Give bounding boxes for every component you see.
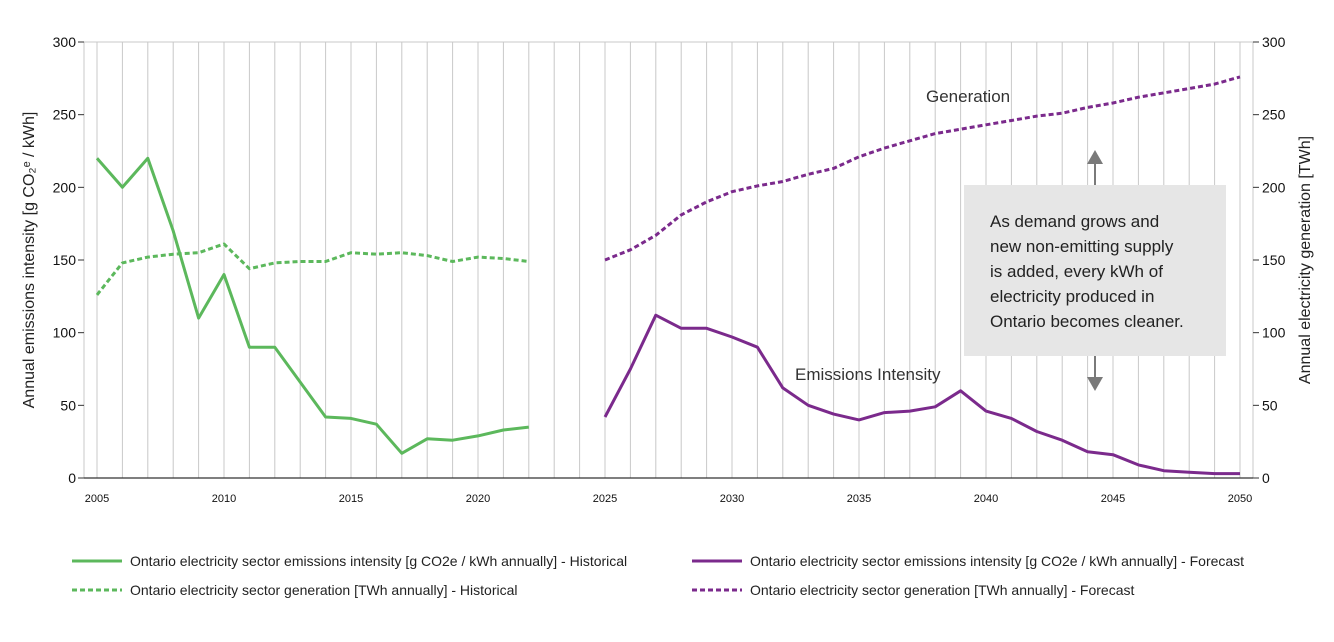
y-right-tick-label: 150 <box>1262 252 1286 268</box>
x-tick-label: 2020 <box>466 493 490 505</box>
y-left-tick-labels: 0 50 100 150 200 250 300 <box>53 34 84 486</box>
callout-text: As demand grows and new non-emitting supp… <box>990 212 1184 331</box>
y-right-tick-label: 100 <box>1262 325 1286 341</box>
y-left-tick-label: 0 <box>68 470 76 486</box>
callout-line: Ontario becomes cleaner. <box>990 312 1184 331</box>
y-left-tick-label: 200 <box>53 179 77 195</box>
x-tick-label: 2035 <box>847 493 871 505</box>
legend: Ontario electricity sector emissions int… <box>72 553 1244 598</box>
legend-label: Ontario electricity sector generation [T… <box>130 582 517 598</box>
x-tick-label: 2045 <box>1101 493 1125 505</box>
x-tick-label: 2025 <box>593 493 617 505</box>
callout-box <box>964 185 1226 356</box>
series-line-1 <box>95 156 529 455</box>
y-right-tick-label: 0 <box>1262 470 1270 486</box>
callout-line: electricity produced in <box>990 287 1154 306</box>
x-tick-label: 2040 <box>974 493 998 505</box>
y-right-tick-label: 300 <box>1262 34 1286 50</box>
series-line-3 <box>603 313 1240 476</box>
callout-line: new non-emitting supply <box>990 237 1174 256</box>
y-right-tick-label: 250 <box>1262 107 1286 123</box>
x-tick-label: 2015 <box>339 493 363 505</box>
emissions-annotation: Emissions Intensity <box>795 365 941 384</box>
y-left-tick-label: 100 <box>53 325 77 341</box>
y-left-tick-label: 250 <box>53 107 77 123</box>
x-tick-label: 2005 <box>85 493 109 505</box>
series-line-2 <box>95 242 529 296</box>
callout-line: is added, every kWh of <box>990 262 1163 281</box>
y-right-tick-label: 200 <box>1262 179 1286 195</box>
y-right-axis-title: Annual electricity generation [TWh] <box>1297 136 1314 384</box>
y-left-tick-label: 300 <box>53 34 77 50</box>
generation-annotation: Generation <box>926 87 1010 106</box>
callout-line: As demand grows and <box>990 212 1159 231</box>
y-left-axis-title: Annual emissions intensity [g CO₂ᵉ / kWh… <box>21 112 38 409</box>
y-left-tick-label: 150 <box>53 252 77 268</box>
x-tick-label: 2030 <box>720 493 744 505</box>
y-right-tick-labels: 0 50 100 150 200 250 300 <box>1253 34 1286 486</box>
legend-label: Ontario electricity sector generation [T… <box>750 582 1134 598</box>
series-group <box>95 75 1241 476</box>
x-tick-labels: 2005 2010 2015 2020 2025 2030 2035 2040 2045 2050 <box>85 493 1252 505</box>
up-arrow-icon <box>1087 150 1103 185</box>
x-tick-label: 2010 <box>212 493 236 505</box>
x-tick-label: 2050 <box>1228 493 1252 505</box>
callout: As demand grows and new non-emitting supp… <box>964 185 1226 356</box>
down-arrow-icon <box>1087 356 1103 391</box>
legend-label: Ontario electricity sector emissions int… <box>750 553 1244 569</box>
series-line-4 <box>604 75 1241 262</box>
legend-label: Ontario electricity sector emissions int… <box>130 553 627 569</box>
y-left-tick-label: 50 <box>60 397 76 413</box>
y-right-tick-label: 50 <box>1262 397 1278 413</box>
